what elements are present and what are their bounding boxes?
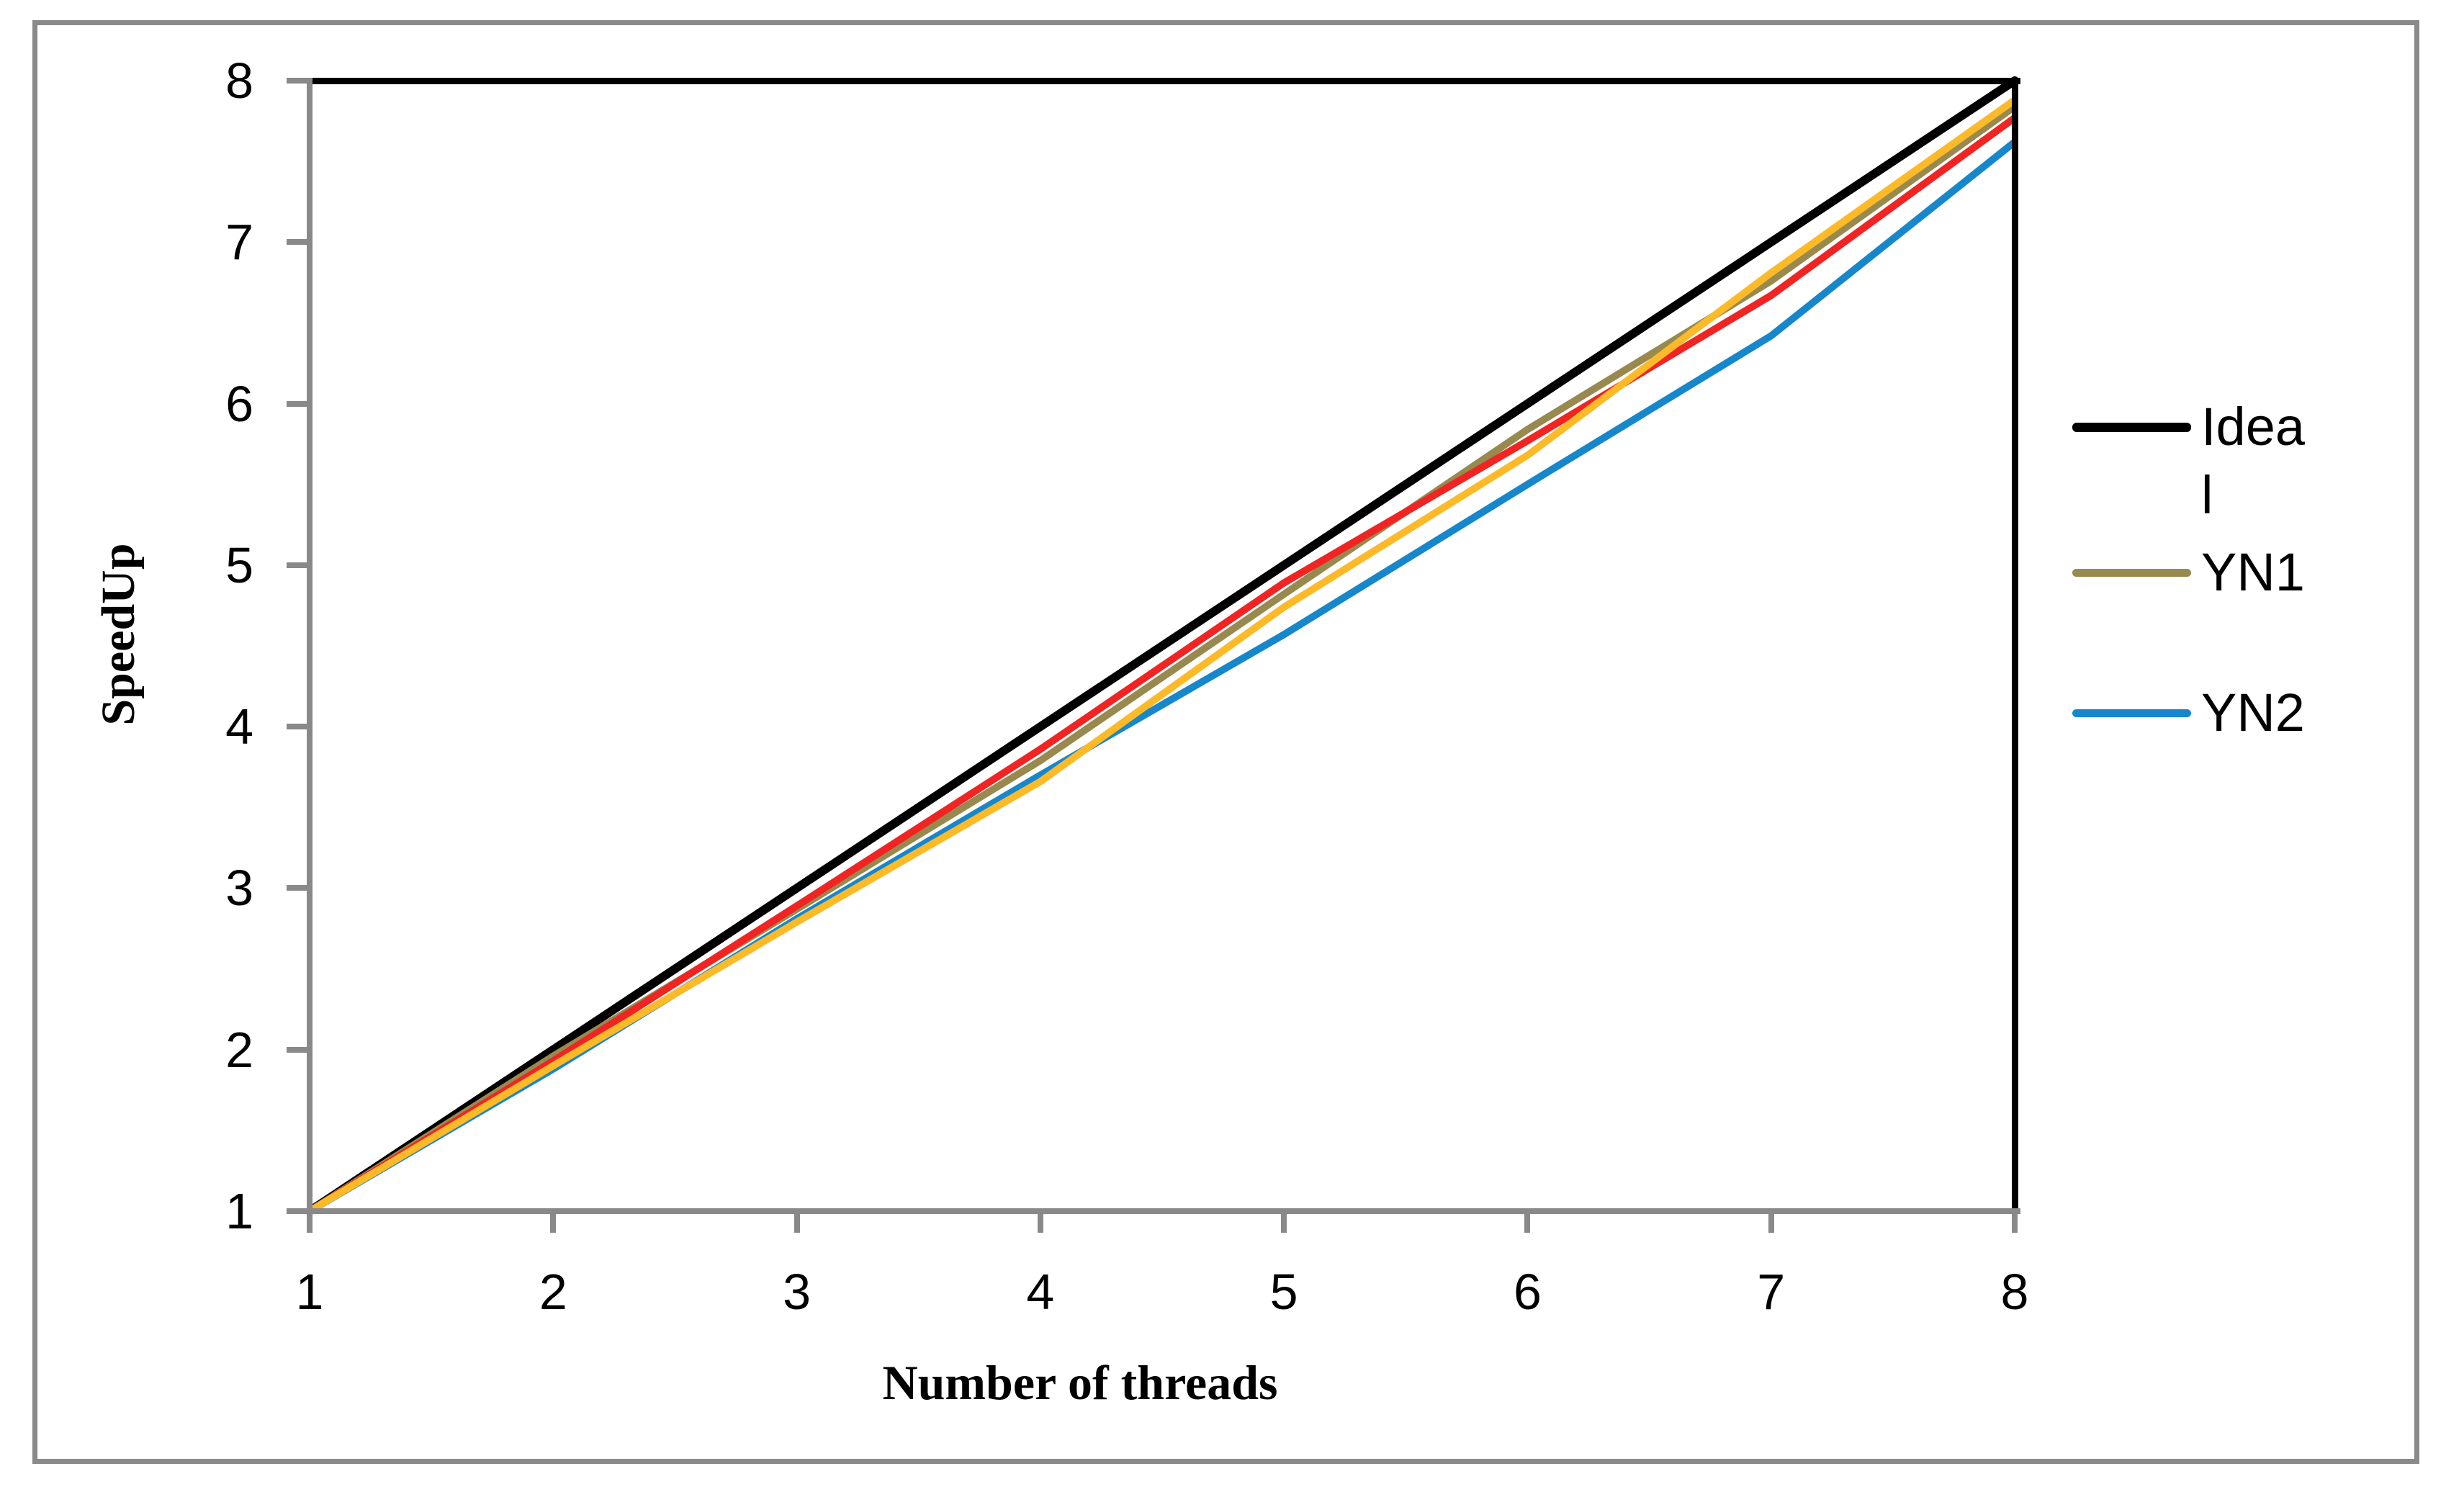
x-axis-line [307, 1208, 2020, 1214]
y-tick-8 [287, 78, 307, 84]
series-line-Ideal [305, 76, 2019, 1215]
x-tick-3 [793, 1214, 800, 1233]
y-tick-2 [287, 1046, 307, 1053]
x-tick-label-8: 8 [2000, 1264, 2029, 1320]
y-tick-label-8: 8 [225, 53, 253, 109]
x-tick-6 [1524, 1214, 1531, 1233]
y-tick-1 [287, 1208, 307, 1214]
series-line-unlabeled-red [306, 114, 2018, 1215]
y-tick-label-7: 7 [225, 214, 253, 271]
y-tick-5 [287, 562, 307, 568]
legend-line-swatch-YN1 [2072, 568, 2191, 577]
y-tick-label-6: 6 [225, 375, 253, 432]
x-tick-label-6: 6 [1513, 1264, 1542, 1320]
x-tick-1 [307, 1214, 313, 1233]
series-line-YN1 [306, 102, 2018, 1215]
y-tick-label-5: 5 [225, 536, 253, 593]
y-tick-label-3: 3 [225, 860, 253, 917]
y-axis-line [307, 78, 313, 1214]
legend-line-swatch-Ideal [2072, 422, 2191, 432]
y-tick-3 [287, 885, 307, 891]
legend-label-YN1: YN1 [2201, 542, 2305, 602]
x-tick-8 [2012, 1214, 2018, 1233]
x-tick-label-5: 5 [1269, 1264, 1298, 1320]
plot-top-border [307, 78, 2020, 84]
legend-line-swatch-YN2 [2072, 709, 2191, 717]
x-tick-2 [550, 1214, 557, 1233]
figure-border [32, 20, 2419, 1464]
y-axis-title: SpeedUp [92, 543, 145, 726]
x-tick-4 [1037, 1214, 1043, 1233]
y-tick-4 [287, 724, 307, 730]
y-tick-6 [287, 400, 307, 407]
x-tick-label-1: 1 [295, 1264, 324, 1320]
x-axis-title: Number of threads [882, 1355, 1278, 1410]
x-tick-5 [1281, 1214, 1287, 1233]
x-tick-label-2: 2 [539, 1264, 567, 1320]
x-tick-label-3: 3 [783, 1264, 811, 1320]
legend-label-Ideal: Idea l [2201, 397, 2306, 525]
y-tick-label-2: 2 [225, 1021, 253, 1078]
x-tick-label-4: 4 [1026, 1264, 1055, 1320]
legend-label-YN2: YN2 [2201, 683, 2305, 742]
x-tick-label-7: 7 [1757, 1264, 1786, 1320]
y-tick-7 [287, 239, 307, 246]
series-line-unlabeled-gold [306, 96, 2018, 1215]
y-tick-label-1: 1 [225, 1183, 253, 1239]
x-tick-7 [1768, 1214, 1774, 1233]
y-tick-label-4: 4 [225, 698, 253, 755]
plot-right-border [2012, 78, 2018, 1214]
